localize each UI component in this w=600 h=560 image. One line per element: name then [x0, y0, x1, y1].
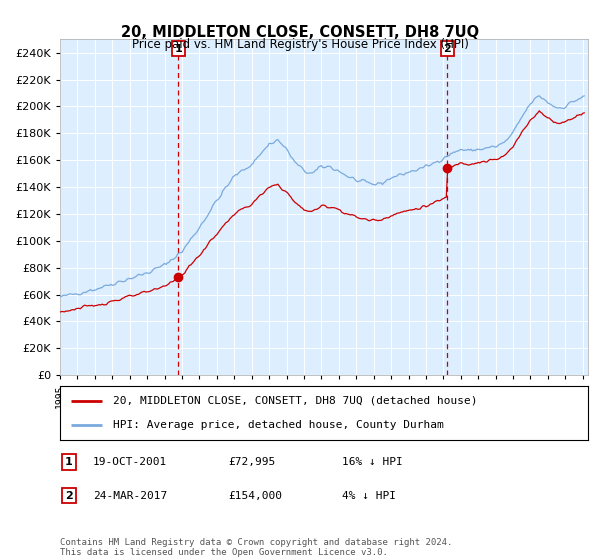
- Text: £154,000: £154,000: [228, 491, 282, 501]
- Text: 24-MAR-2017: 24-MAR-2017: [93, 491, 167, 501]
- Text: Price paid vs. HM Land Registry's House Price Index (HPI): Price paid vs. HM Land Registry's House …: [131, 38, 469, 51]
- Text: £72,995: £72,995: [228, 457, 275, 467]
- Text: 20, MIDDLETON CLOSE, CONSETT, DH8 7UQ: 20, MIDDLETON CLOSE, CONSETT, DH8 7UQ: [121, 25, 479, 40]
- Text: 16% ↓ HPI: 16% ↓ HPI: [342, 457, 403, 467]
- Text: Contains HM Land Registry data © Crown copyright and database right 2024.
This d: Contains HM Land Registry data © Crown c…: [60, 538, 452, 557]
- Text: 19-OCT-2001: 19-OCT-2001: [93, 457, 167, 467]
- Text: 2: 2: [443, 44, 451, 54]
- Text: HPI: Average price, detached house, County Durham: HPI: Average price, detached house, Coun…: [113, 420, 443, 430]
- Text: 4% ↓ HPI: 4% ↓ HPI: [342, 491, 396, 501]
- Text: 20, MIDDLETON CLOSE, CONSETT, DH8 7UQ (detached house): 20, MIDDLETON CLOSE, CONSETT, DH8 7UQ (d…: [113, 396, 478, 406]
- Text: 1: 1: [65, 457, 73, 467]
- Text: 1: 1: [175, 44, 182, 54]
- Text: 2: 2: [65, 491, 73, 501]
